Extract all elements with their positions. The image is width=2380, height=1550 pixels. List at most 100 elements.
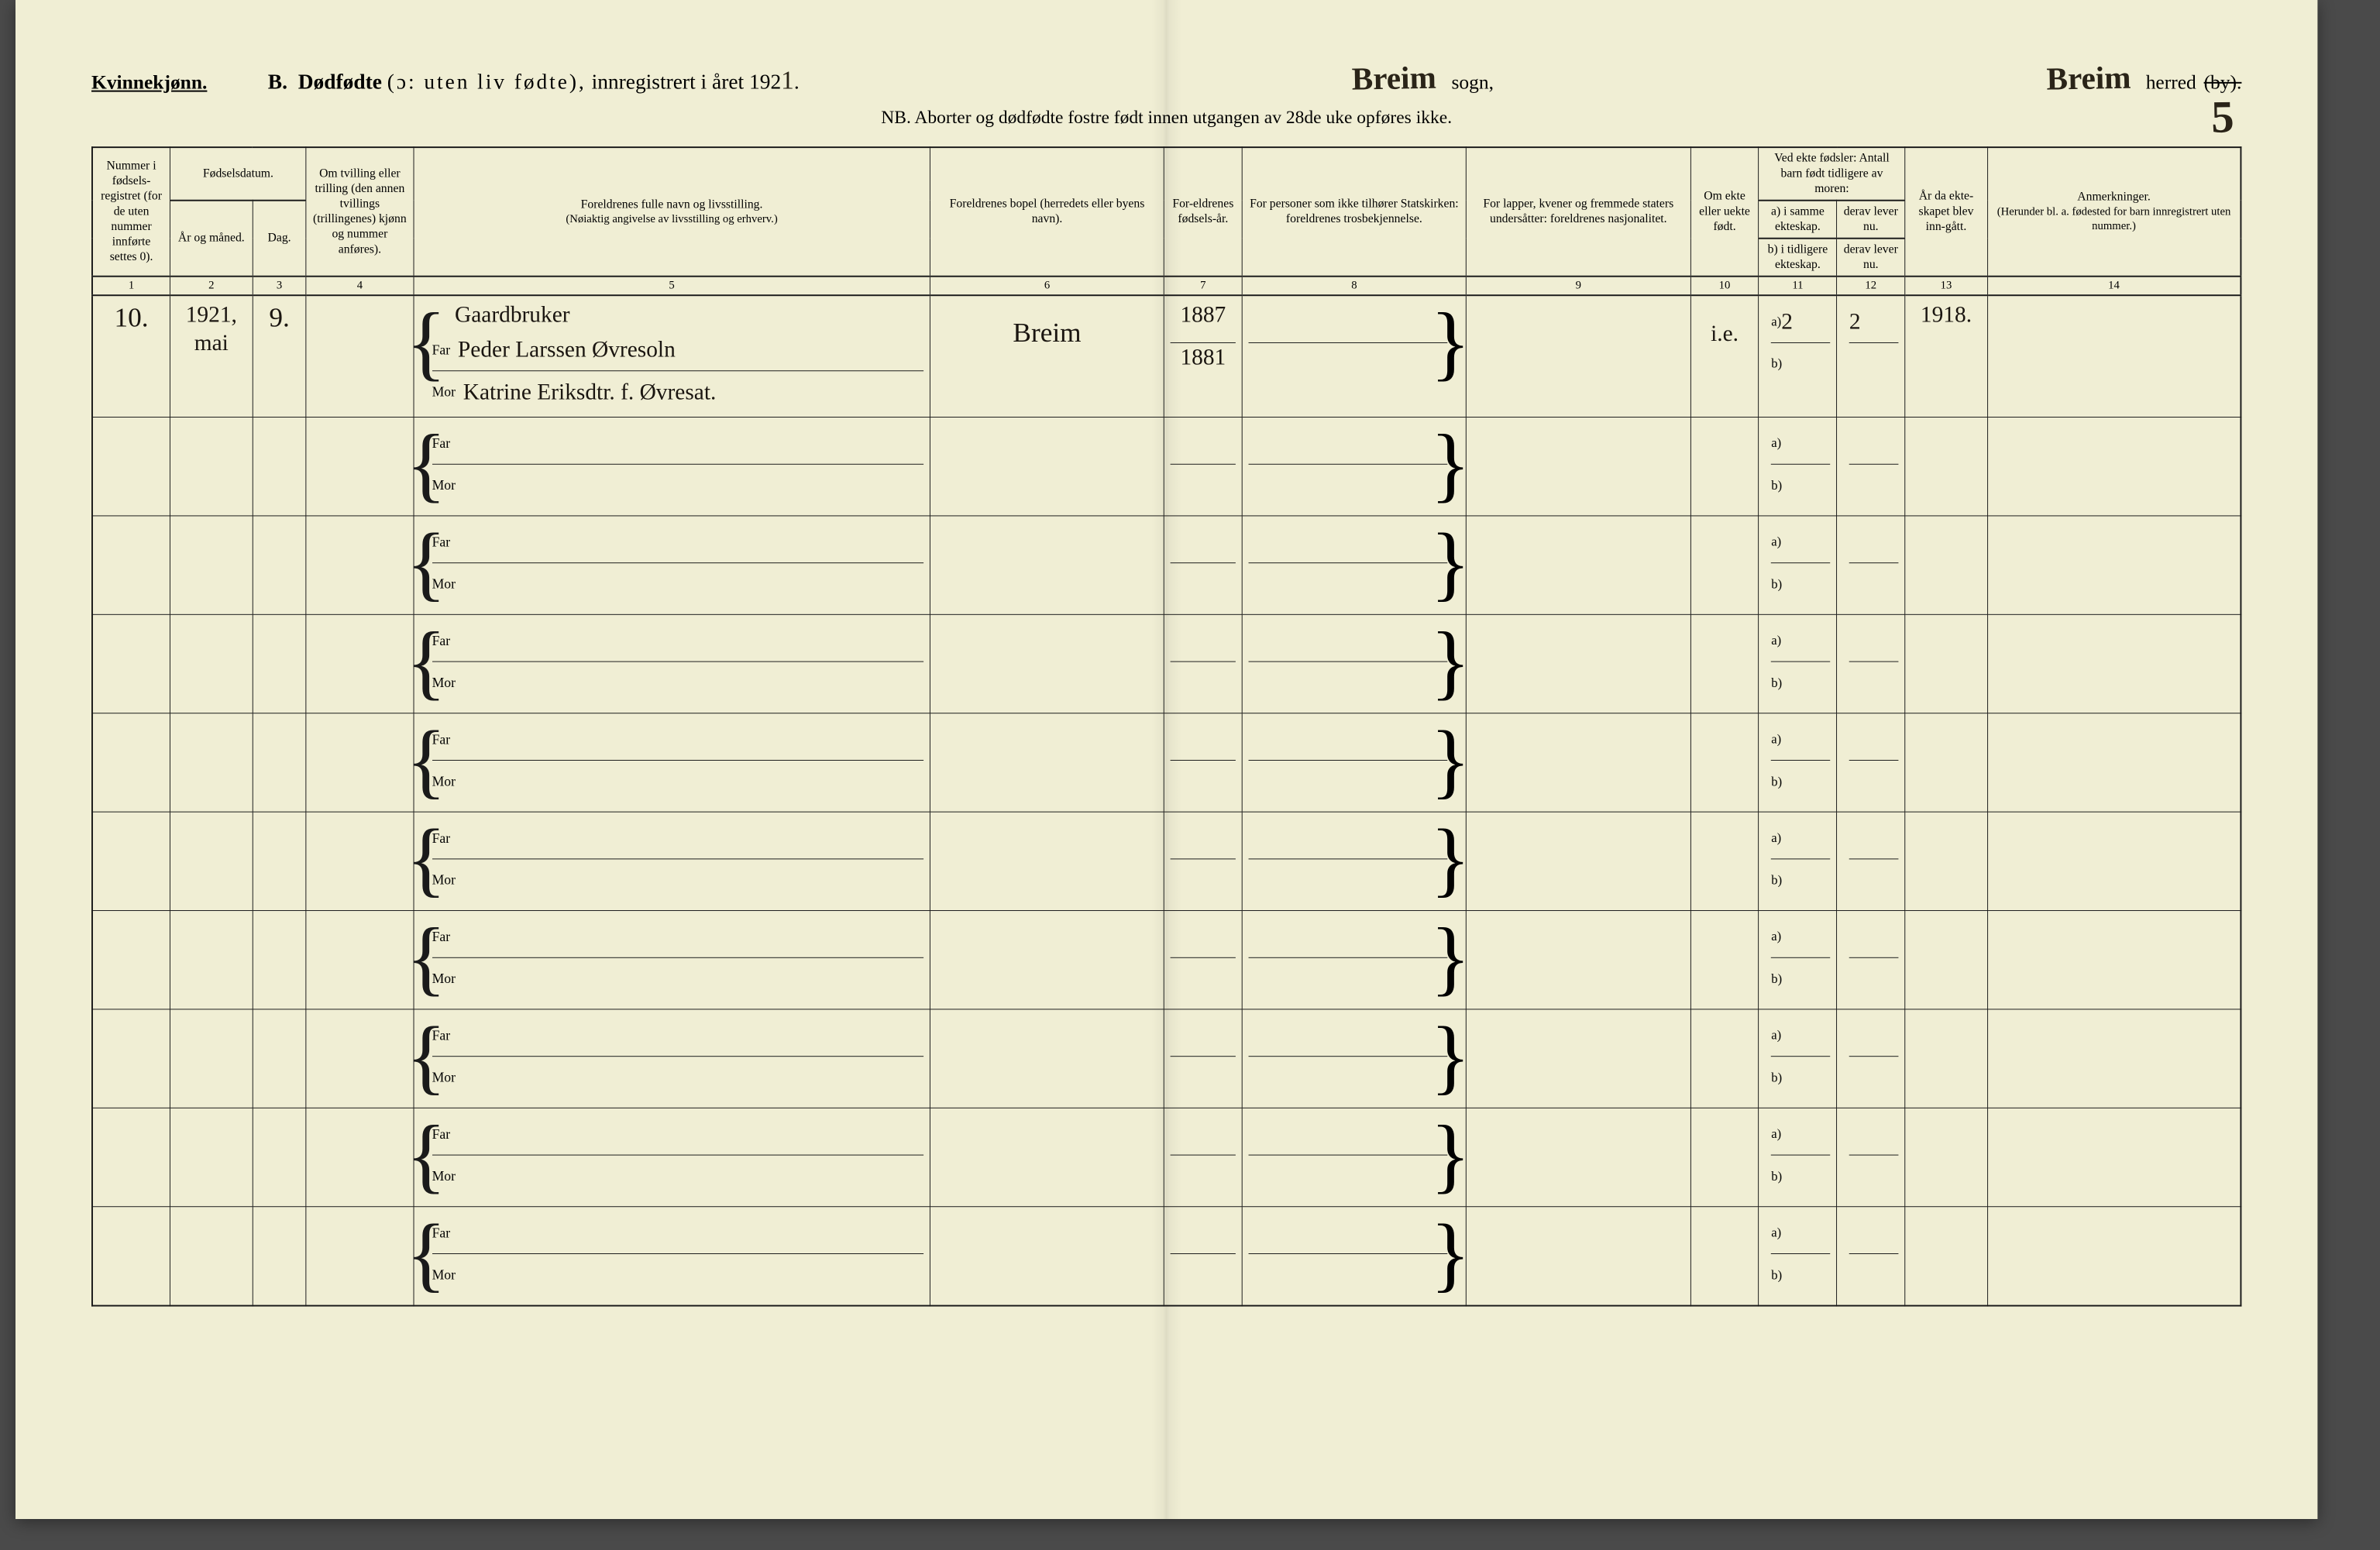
entry-mor-year <box>1171 1253 1236 1295</box>
col-b-tidligere: b) i tidligere ekteskap. <box>1759 239 1837 277</box>
entry-far-year <box>1171 521 1236 563</box>
entry-tros <box>1249 916 1448 957</box>
a-label: a) <box>1771 1126 1781 1142</box>
table-row: { Far Mor } a) b) <box>92 713 2241 812</box>
b-label: b) <box>1771 1168 1782 1184</box>
entry-far-year: 1887 <box>1171 301 1236 342</box>
b-label: b) <box>1771 477 1782 493</box>
mor-label: Mor <box>432 970 456 987</box>
entry-far-year <box>1171 817 1236 859</box>
far-label: Far <box>432 435 451 452</box>
a-label: a) <box>1771 435 1781 452</box>
entry-far-year <box>1171 916 1236 957</box>
a-label: a) <box>1771 632 1781 648</box>
col-bopel: Foreldrenes bopel (herredets eller byens… <box>930 147 1164 277</box>
page-number: 5 <box>2211 91 2235 143</box>
table-row: { Far Mor } a) b) <box>92 1108 2241 1207</box>
far-label: Far <box>432 533 451 550</box>
register-table: Nummer i fødsels-registret (for de uten … <box>91 146 2241 1306</box>
entry-ekte: i.e. <box>1697 319 1752 348</box>
mor-label: Mor <box>432 871 456 888</box>
table-row: { Far Mor } a) b) <box>92 418 2241 516</box>
entry-mor: Katrine Eriksdtr. f. Øvresat. <box>463 378 717 407</box>
entry-far-year <box>1171 620 1236 662</box>
nb-note: NB. Aborter og dødfødte fostre født inne… <box>91 108 2241 128</box>
entry-far: Peder Larssen Øvresoln <box>458 335 676 364</box>
register-page: Kvinnekjønn. B. Dødfødte (ɔ: uten liv fø… <box>15 0 2317 1519</box>
col-a-samme: a) i samme ekteskap. <box>1759 201 1837 239</box>
a-label: a) <box>1771 1027 1781 1043</box>
a-label: a) <box>1771 929 1781 945</box>
b-label: b) <box>1771 773 1782 789</box>
entry-bopel: Breim <box>937 315 1157 349</box>
entry-far-year <box>1171 1113 1236 1155</box>
b-label: b) <box>1771 872 1782 888</box>
mor-label: Mor <box>432 383 456 400</box>
entry-far-year <box>1171 422 1236 464</box>
a-label: a) <box>1771 534 1781 550</box>
col-dag: Dag. <box>253 201 306 277</box>
sogn-label: sogn, <box>1451 71 1494 94</box>
entry-tros <box>1249 521 1448 563</box>
table-row: { Far Mor } a) b) <box>92 1207 2241 1305</box>
far-label: Far <box>432 1026 451 1043</box>
table-row: { Far Mor } a) b) <box>92 911 2241 1009</box>
mor-label: Mor <box>432 1069 456 1086</box>
b-label: b) <box>1771 356 1782 372</box>
a-label: a) <box>1771 731 1781 748</box>
entry-mor-year <box>1171 760 1236 802</box>
entry-tros <box>1249 620 1448 662</box>
entry-ekteskap-aar: 1918. <box>1911 301 1981 329</box>
far-label: Far <box>432 1224 451 1241</box>
mor-label: Mor <box>432 576 456 593</box>
table-row: { Far Mor } a) b) <box>92 516 2241 614</box>
entry-mor-year <box>1171 464 1236 506</box>
entry-mor-year <box>1171 1056 1236 1098</box>
entry-a-lever: 2 <box>1849 307 1861 335</box>
entry-far-year <box>1171 1015 1236 1057</box>
col-a-lever: derav lever nu. <box>1837 201 1905 239</box>
mor-label: Mor <box>432 674 456 691</box>
mor-label: Mor <box>432 1266 456 1284</box>
gender-label: Kvinnekjønn. <box>91 71 207 94</box>
entry-tros <box>1249 718 1448 760</box>
far-label: Far <box>432 928 451 945</box>
entry-mor-year: 1881 <box>1171 342 1236 384</box>
col-aar-maaned: År og måned. <box>170 201 253 277</box>
table-header: Nummer i fødsels-registret (for de uten … <box>92 147 2241 295</box>
entry-tros <box>1249 1113 1448 1155</box>
entry-a: 2 <box>1781 307 1793 335</box>
entry-year-month: 1921, mai <box>177 301 246 358</box>
far-label: Far <box>432 1126 451 1143</box>
b-label: b) <box>1771 971 1782 987</box>
b-label: b) <box>1771 1069 1782 1085</box>
table-row: { Far Mor } a) b) <box>92 615 2241 713</box>
mor-label: Mor <box>432 1167 456 1184</box>
entry-tros <box>1249 1211 1448 1253</box>
sogn-handwritten: Breim <box>1351 60 1436 98</box>
col-ekteskap-aar: År da ekte-skapet blev inn-gått. <box>1905 147 1987 277</box>
col-nummer: Nummer i fødsels-registret (for de uten … <box>92 147 170 277</box>
entry-mor-year <box>1171 957 1236 999</box>
table-row: 10.1921, mai9. { Gaardbruker Far Peder L… <box>92 295 2241 418</box>
col-fodselsdatum: Fødselsdatum. <box>170 147 307 201</box>
far-label: Far <box>432 342 451 359</box>
col-ektefodsler: Ved ekte fødsler: Antall barn født tidli… <box>1759 147 1905 201</box>
entry-day: 9. <box>259 301 300 335</box>
entry-tros <box>1249 422 1448 464</box>
entry-tros <box>1249 301 1448 342</box>
col-tros: For personer som ikke tilhører Statskirk… <box>1242 147 1466 277</box>
entry-mor-year <box>1171 1155 1236 1197</box>
entry-number: 10. <box>99 301 164 335</box>
entry-mor-year <box>1171 662 1236 703</box>
table-row: { Far Mor } a) b) <box>92 812 2241 910</box>
entry-far-year <box>1171 718 1236 760</box>
col-anmerkninger: Anmerkninger. (Herunder bl. a. fødested … <box>1987 147 2241 277</box>
herred-handwritten: Breim <box>2046 60 2131 98</box>
entry-tros <box>1249 1015 1448 1057</box>
table-body: 10.1921, mai9. { Gaardbruker Far Peder L… <box>92 295 2241 1305</box>
entry-occupation: Gaardbruker <box>455 301 923 329</box>
mor-label: Mor <box>432 476 456 493</box>
entry-mor-year <box>1171 562 1236 604</box>
a-label: a) <box>1771 830 1781 846</box>
